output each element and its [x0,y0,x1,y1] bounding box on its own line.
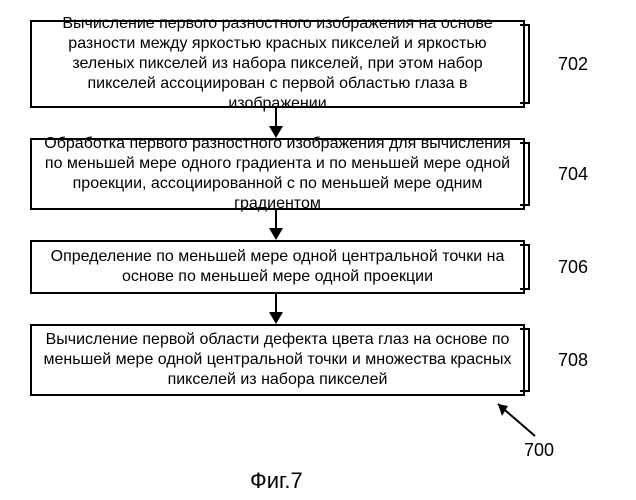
arrow-3-head [269,312,283,324]
arrow-2-head [269,228,283,240]
arrow-1 [275,108,277,126]
arrow-3 [275,294,277,312]
diagram-ref-arrow [490,398,540,438]
step-706-bracket [528,244,530,290]
step-708-bracket [528,328,530,392]
step-704-text: Обработка первого разностного изображени… [40,134,515,214]
step-706-text: Определение по меньшей мере одной центра… [40,247,515,287]
step-708-text: Вычисление первой области дефекта цвета … [40,330,515,390]
step-708: Вычисление первой области дефекта цвета … [30,324,525,396]
arrow-2 [275,210,277,228]
diagram-ref: 700 [524,440,554,461]
step-704-bracket [528,142,530,206]
step-702: Вычисление первого разностного изображен… [30,20,525,108]
step-708-ref: 708 [558,350,588,371]
step-704-ref: 704 [558,164,588,185]
flowchart-canvas: Вычисление первого разностного изображен… [0,0,636,500]
step-706: Определение по меньшей мере одной центра… [30,240,525,294]
step-704: Обработка первого разностного изображени… [30,138,525,210]
step-706-ref: 706 [558,257,588,278]
step-702-bracket [528,24,530,104]
step-702-text: Вычисление первого разностного изображен… [40,14,515,114]
figure-caption: Фиг.7 [250,468,303,494]
step-702-ref: 702 [558,54,588,75]
